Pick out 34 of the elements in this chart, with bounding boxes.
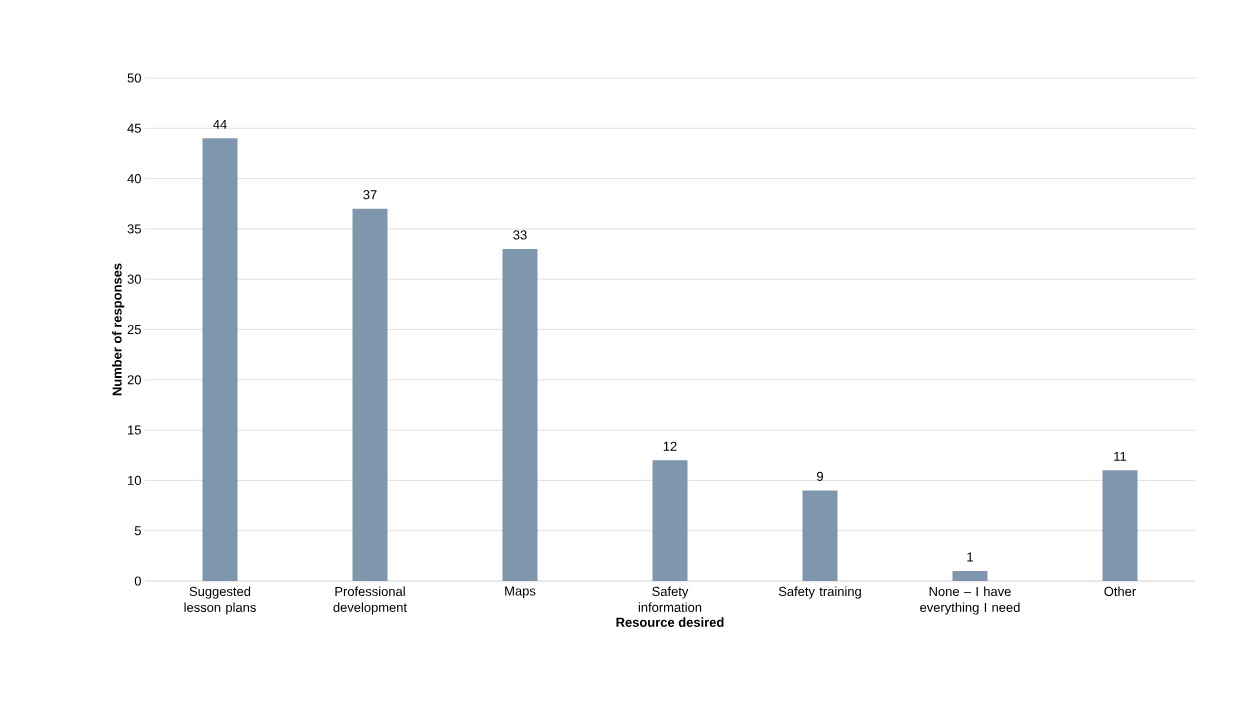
data-label: 1: [967, 552, 973, 562]
y-tick-label: 20: [127, 375, 141, 385]
y-tick-label: 50: [127, 73, 141, 83]
x-tick-label: Maps: [505, 586, 536, 599]
y-tick-label: 45: [127, 123, 141, 133]
y-tick-label: 15: [128, 425, 141, 435]
bar: [652, 460, 688, 581]
data-label: 9: [817, 471, 823, 481]
data-label: 37: [363, 190, 377, 200]
bar: [202, 138, 238, 581]
data-label: 12: [663, 441, 677, 451]
bar: [1102, 470, 1138, 581]
x-axis-title: Resource desired: [616, 617, 724, 627]
x-tick-label: Suggested lesson plans: [184, 586, 256, 615]
x-tick-label: Professional development: [333, 586, 407, 615]
x-tick-label: None – I have everything I need: [920, 586, 1020, 615]
data-label: 11: [1114, 451, 1127, 461]
bar: [802, 490, 838, 581]
y-tick-label: 0: [134, 576, 141, 586]
y-tick-label: 40: [127, 174, 141, 184]
y-tick-label: 30: [127, 274, 141, 284]
x-tick-label: Safety information: [638, 586, 702, 612]
data-label: 33: [513, 230, 527, 240]
y-tick-label: 5: [134, 526, 141, 536]
y-axis-title: Number of responses: [112, 263, 125, 396]
y-tick-label: 10: [128, 475, 141, 485]
bar: [502, 249, 538, 581]
x-tick-label: Other: [1104, 586, 1136, 597]
data-label: 44: [213, 119, 227, 129]
y-tick-label: 35: [127, 224, 141, 234]
y-tick-label: 25: [127, 324, 141, 335]
bar: [952, 570, 988, 581]
x-tick-label: Safety training: [778, 586, 861, 599]
bar: [352, 208, 388, 581]
